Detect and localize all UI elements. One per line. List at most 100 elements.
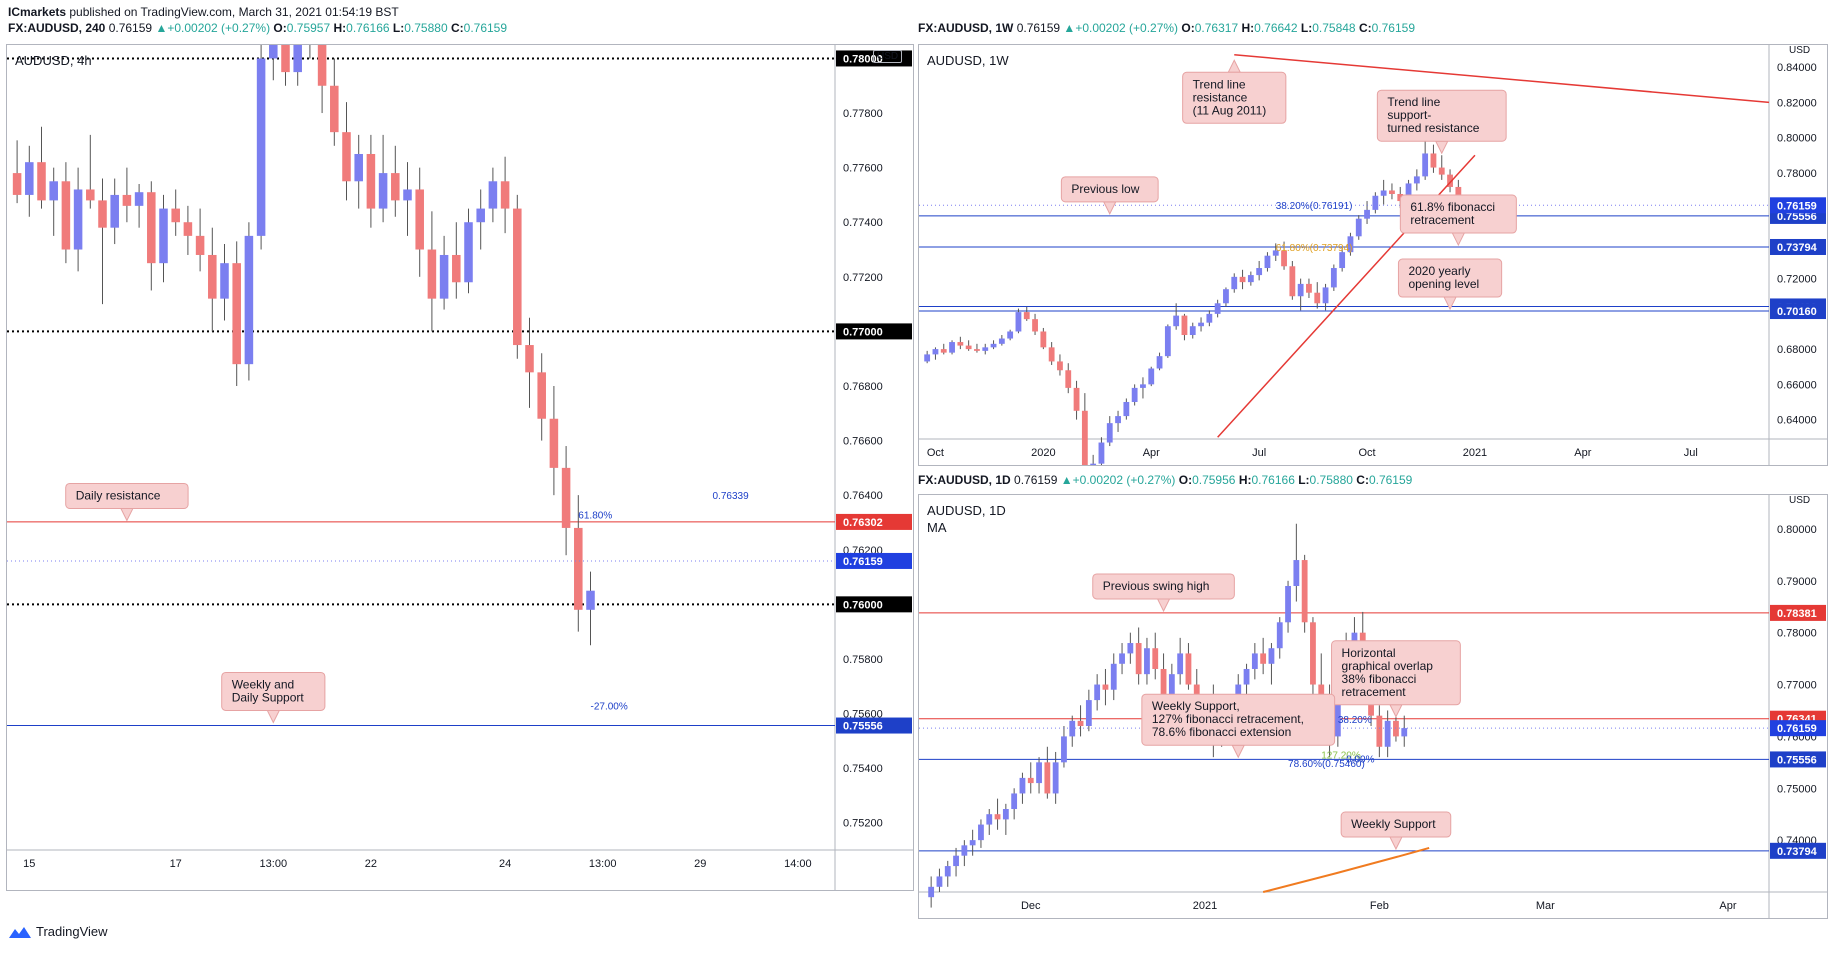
candle bbox=[586, 571, 595, 646]
chart-panel-1w[interactable]: 0.640000.660000.680000.700000.720000.740… bbox=[918, 44, 1828, 466]
candle-body bbox=[452, 254, 461, 283]
candle-body bbox=[488, 181, 498, 209]
candle-body bbox=[464, 222, 473, 283]
current-price-label: 0.76159 bbox=[1777, 723, 1817, 735]
candle bbox=[403, 162, 412, 236]
candle bbox=[317, 45, 327, 114]
candle-body bbox=[1077, 720, 1084, 727]
chart-panel-4h[interactable]: 0.752000.754000.756000.758000.760000.762… bbox=[6, 44, 914, 891]
candle bbox=[488, 167, 498, 223]
candle bbox=[25, 145, 34, 217]
candle bbox=[1389, 183, 1395, 200]
ticker-d1: FX:AUDUSD, 1D 0.76159 ▲+0.00202 (+0.27%)… bbox=[918, 473, 1413, 487]
candle-body bbox=[269, 45, 278, 59]
candle-body bbox=[1243, 668, 1250, 685]
price-tick-label: 0.75200 bbox=[843, 818, 883, 830]
callout-text: 38% fibonacci bbox=[1342, 672, 1417, 686]
time-tick-label: Oct bbox=[1358, 447, 1375, 459]
candle bbox=[427, 211, 437, 332]
candle bbox=[1077, 705, 1084, 737]
candle bbox=[969, 829, 976, 856]
candle bbox=[1164, 324, 1171, 358]
callout-text: Trend line bbox=[1387, 95, 1440, 109]
callout-text: Weekly Support, bbox=[1152, 699, 1240, 713]
candle bbox=[1231, 273, 1238, 293]
ticker-low: 0.75880 bbox=[404, 21, 448, 35]
candle bbox=[1069, 715, 1076, 747]
candle bbox=[500, 156, 510, 234]
time-tick-label: 13:00 bbox=[260, 858, 288, 870]
callout-pointer bbox=[1156, 598, 1171, 613]
candle bbox=[1239, 269, 1246, 290]
candle-body bbox=[1214, 303, 1221, 314]
chart-canvas-1d[interactable]: 0.740000.750000.760000.770000.780000.790… bbox=[919, 495, 1827, 918]
callout-pointer bbox=[1227, 59, 1242, 73]
level-price-label: 0.78381 bbox=[1777, 608, 1817, 620]
candle bbox=[1123, 398, 1130, 420]
ticker-high: 0.76166 bbox=[1251, 473, 1295, 487]
price-tick-label: 0.66000 bbox=[1777, 379, 1817, 391]
publish-line: ICmarkets published on TradingView.com, … bbox=[8, 5, 399, 19]
ticker-open: 0.75957 bbox=[286, 21, 331, 35]
candle-body bbox=[1281, 250, 1287, 267]
level-price-tag bbox=[836, 50, 912, 67]
candle-body bbox=[1127, 643, 1134, 654]
candle bbox=[1314, 282, 1321, 309]
candle-body bbox=[415, 189, 424, 250]
chart-canvas-1w[interactable]: 0.640000.660000.680000.700000.720000.740… bbox=[919, 45, 1827, 465]
candle bbox=[1206, 310, 1213, 327]
candle bbox=[965, 340, 972, 351]
candle-body bbox=[1119, 653, 1125, 664]
chart-canvas-4h[interactable]: 0.752000.754000.756000.758000.760000.762… bbox=[7, 45, 913, 890]
candle bbox=[1281, 241, 1287, 270]
candle bbox=[309, 45, 311, 59]
callout-text: 2020 yearly bbox=[1408, 264, 1470, 278]
candle-body bbox=[1264, 255, 1271, 269]
candle-body bbox=[1413, 176, 1420, 184]
ticker-high: 0.76642 bbox=[1254, 21, 1298, 35]
candle-body bbox=[98, 200, 107, 228]
candle-body bbox=[549, 418, 559, 468]
time-tick-label: 24 bbox=[499, 858, 511, 870]
tradingview-logo-icon bbox=[9, 926, 31, 938]
callout-text: 78.6% fibonacci extension bbox=[1152, 725, 1291, 739]
candle bbox=[464, 208, 473, 294]
callout-pointer bbox=[1389, 836, 1403, 851]
candle bbox=[957, 336, 964, 350]
level-price-tag bbox=[836, 513, 912, 530]
candle-body bbox=[998, 338, 1005, 344]
candle bbox=[73, 167, 83, 272]
price-tick-label: 0.76400 bbox=[843, 490, 883, 502]
price-tick-label: 0.77600 bbox=[843, 163, 883, 175]
level-price-tag bbox=[1770, 751, 1826, 768]
candle bbox=[1268, 643, 1275, 685]
chart-panel-1d[interactable]: 0.74000 0.75000 0.76000 0.77000 0.78000 0.790… bbox=[918, 494, 1828, 919]
candle-body bbox=[1339, 252, 1346, 269]
candle bbox=[1276, 617, 1283, 659]
candle bbox=[1052, 751, 1059, 804]
candle bbox=[1144, 637, 1150, 685]
candle bbox=[232, 241, 241, 386]
candle-body bbox=[1347, 236, 1354, 253]
candle bbox=[1364, 201, 1370, 224]
footer-brand[interactable]: TradingView bbox=[8, 924, 108, 939]
time-tick-label: Feb bbox=[1370, 900, 1389, 912]
candle bbox=[978, 819, 984, 848]
candle bbox=[1243, 663, 1250, 695]
candle-body bbox=[244, 235, 254, 365]
level-price-label: 0.77000 bbox=[843, 326, 883, 338]
candle-body bbox=[37, 162, 46, 201]
candle-body bbox=[1140, 384, 1146, 388]
candle-body bbox=[1438, 167, 1445, 175]
candle bbox=[1264, 252, 1271, 272]
candle-body bbox=[940, 349, 947, 353]
time-tick-label: Jul bbox=[1252, 447, 1266, 459]
candle-body bbox=[1322, 287, 1329, 304]
current-price-tag bbox=[1770, 197, 1826, 214]
candle-body bbox=[957, 342, 964, 346]
candle-body bbox=[1177, 653, 1184, 675]
callout-text: retracement bbox=[1342, 685, 1407, 699]
ticker-low: 0.75848 bbox=[1312, 21, 1356, 35]
price-tick-label: 0.76600 bbox=[843, 436, 883, 448]
candle-body bbox=[1314, 292, 1321, 304]
